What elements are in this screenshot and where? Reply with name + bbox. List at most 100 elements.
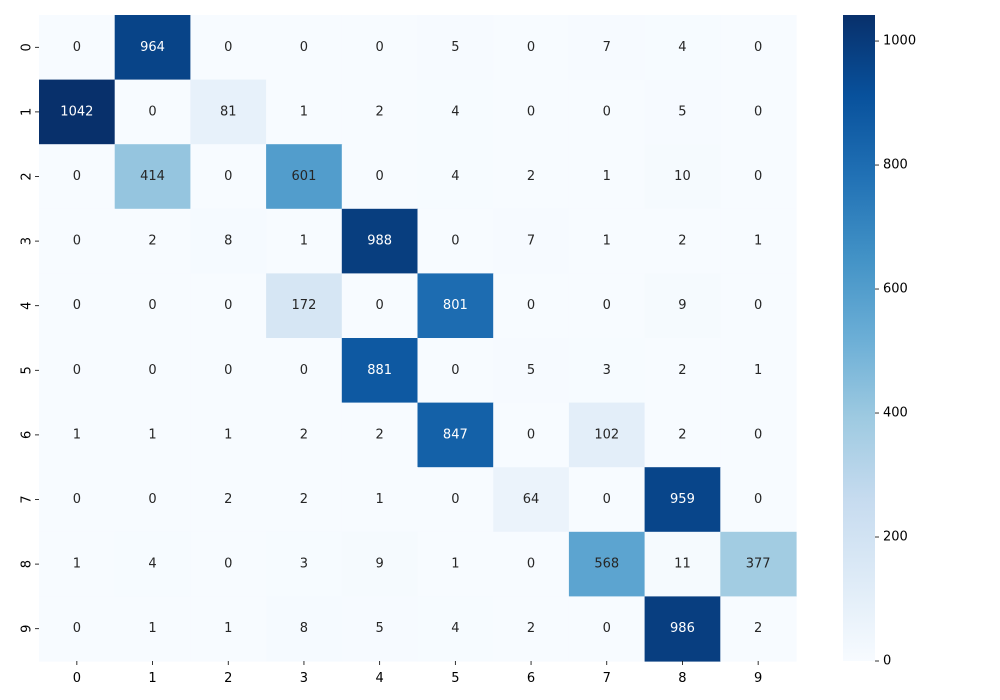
heatmap-cell-8-0 [39,531,116,597]
cell-value-label: 3 [300,557,308,572]
cell-value-label: 0 [451,492,459,507]
heatmap-cell-2-4 [341,144,419,210]
x-tick-label: 5 [451,671,459,686]
heatmap-cell-4-6 [493,273,570,339]
cell-value-label: 2 [527,169,535,184]
cell-value-label: 0 [376,169,384,184]
heatmap-cell-9-9 [720,596,797,662]
cell-value-label: 0 [224,557,232,572]
cell-value-label: 2 [678,234,686,249]
cell-value-label: 1 [754,234,762,249]
heatmap-cell-4-5 [417,273,494,339]
heatmap-cell-6-9 [720,402,797,468]
heatmap-cell-7-1 [114,467,191,533]
cell-value-label: 2 [148,234,156,249]
cell-value-label: 1 [73,427,81,442]
cell-value-label: 964 [140,40,165,55]
cell-value-label: 81 [220,104,237,119]
heatmap-cell-3-7 [568,208,646,274]
cell-value-label: 0 [73,492,81,507]
heatmap-cell-1-9 [720,79,797,145]
heatmap-cell-1-8 [644,79,721,145]
heatmap-cell-9-1 [114,596,191,662]
heatmap-cell-8-1 [114,531,191,597]
cell-value-label: 0 [451,363,459,378]
x-tick-label: 4 [376,671,384,686]
heatmap-cell-1-1 [114,79,191,145]
cell-value-label: 0 [300,363,308,378]
cell-value-label: 1 [603,169,611,184]
cell-value-label: 8 [300,621,308,636]
heatmap-cell-6-2 [190,402,267,468]
heatmap-cell-6-7 [568,402,646,468]
heatmap-cell-6-4 [341,402,419,468]
colorbar-tick-label: 1000 [883,34,916,49]
cell-value-label: 11 [674,557,691,572]
heatmap-cell-2-7 [568,144,646,210]
x-tick-label: 7 [603,671,611,686]
heatmap-cell-1-5 [417,79,494,145]
cell-value-label: 801 [443,298,468,313]
heatmap-cell-8-3 [266,531,343,597]
heatmap-cell-0-1 [114,15,191,81]
cell-value-label: 986 [670,621,695,636]
cell-value-label: 0 [754,298,762,313]
cell-value-label: 0 [754,427,762,442]
cell-value-label: 2 [527,621,535,636]
cell-value-label: 1 [754,363,762,378]
heatmap-cell-7-6 [493,467,570,533]
heatmap-cell-9-7 [568,596,646,662]
heatmap-cell-5-0 [39,338,116,404]
heatmap-cell-6-1 [114,402,191,468]
heatmap-cell-0-2 [190,15,267,81]
x-tick-label: 8 [678,671,686,686]
cell-value-label: 0 [300,40,308,55]
heatmap-cell-5-2 [190,338,267,404]
cell-value-label: 414 [140,169,165,184]
cell-value-label: 1 [73,557,81,572]
heatmap-cell-4-8 [644,273,721,339]
cell-value-label: 2 [376,104,384,119]
cell-value-label: 0 [603,104,611,119]
cell-value-label: 9 [376,557,384,572]
cell-value-label: 0 [148,298,156,313]
heatmap-cell-2-3 [266,144,343,210]
cell-value-label: 0 [527,427,535,442]
cell-value-label: 847 [443,427,468,442]
heatmap-cell-8-8 [644,531,721,597]
cell-value-label: 1 [300,234,308,249]
heatmap-cell-2-8 [644,144,721,210]
cell-value-label: 0 [603,492,611,507]
cell-value-label: 959 [670,492,695,507]
cell-value-label: 4 [148,557,156,572]
cell-value-label: 0 [754,40,762,55]
cell-value-label: 2 [224,492,232,507]
heatmap-cell-9-5 [417,596,494,662]
heatmap-cell-2-1 [114,144,191,210]
cell-value-label: 2 [678,363,686,378]
heatmap-cell-6-0 [39,402,116,468]
heatmap-cell-4-9 [720,273,797,339]
heatmap-cell-4-3 [266,273,343,339]
cell-value-label: 1 [376,492,384,507]
cell-value-label: 7 [527,234,535,249]
heatmap-cell-7-7 [568,467,646,533]
y-tick-label: 2 [20,172,35,180]
cell-value-label: 2 [678,427,686,442]
cell-value-label: 0 [73,621,81,636]
cell-value-label: 4 [451,104,459,119]
x-tick-label: 0 [73,671,81,686]
cell-value-label: 1 [148,621,156,636]
cell-value-label: 5 [376,621,384,636]
cell-value-label: 881 [367,363,392,378]
heatmap-cell-7-0 [39,467,116,533]
cell-value-label: 0 [73,234,81,249]
cell-value-label: 7 [603,40,611,55]
cell-value-label: 8 [224,234,232,249]
cell-value-label: 102 [594,427,619,442]
heatmap-cell-6-8 [644,402,721,468]
cell-value-label: 0 [224,40,232,55]
heatmap-cell-9-0 [39,596,116,662]
cell-value-label: 377 [746,557,771,572]
heatmap-cell-0-5 [417,15,494,81]
